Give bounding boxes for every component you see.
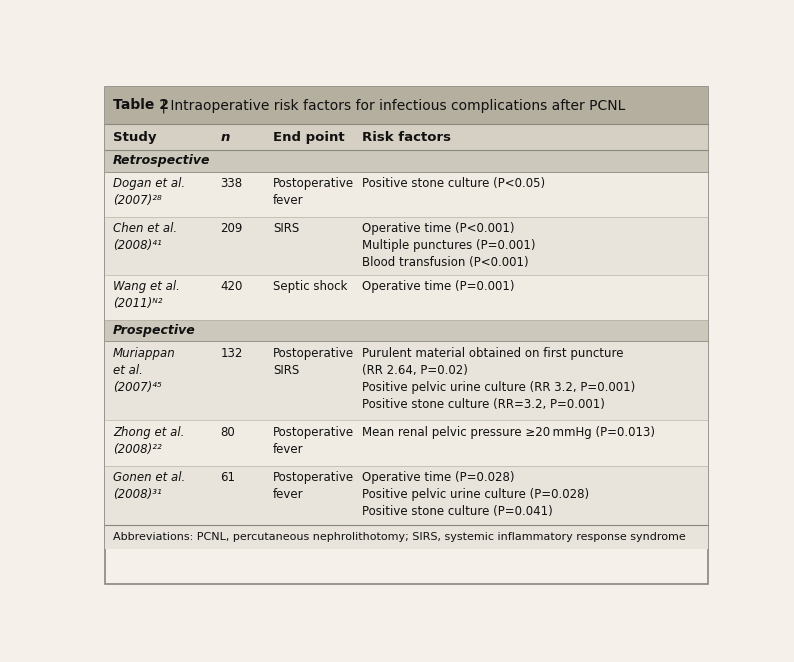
Text: SIRS: SIRS <box>273 222 299 234</box>
Text: Dogan et al.
(2007)²⁸: Dogan et al. (2007)²⁸ <box>113 177 185 207</box>
Text: 80: 80 <box>221 426 235 438</box>
Text: Septic shock: Septic shock <box>273 280 347 293</box>
Text: Purulent material obtained on first puncture
(RR 2.64, P=0.02)
Positive pelvic u: Purulent material obtained on first punc… <box>362 346 635 410</box>
Text: Abbreviations: PCNL, percutaneous nephrolithotomy; SIRS, systemic inflammatory r: Abbreviations: PCNL, percutaneous nephro… <box>113 532 685 542</box>
Text: Chen et al.
(2008)⁴¹: Chen et al. (2008)⁴¹ <box>113 222 177 252</box>
Text: | Intraoperative risk factors for infectious complications after PCNL: | Intraoperative risk factors for infect… <box>157 98 626 113</box>
Bar <box>106 171 708 216</box>
Text: Wang et al.
(2011)ᴺ²: Wang et al. (2011)ᴺ² <box>113 280 179 310</box>
Text: n: n <box>221 130 229 144</box>
Text: Operative time (P=0.001): Operative time (P=0.001) <box>362 280 515 293</box>
Text: Mean renal pelvic pressure ≥20 mmHg (P=0.013): Mean renal pelvic pressure ≥20 mmHg (P=0… <box>362 426 655 438</box>
Text: Operative time (P=0.028)
Positive pelvic urine culture (P=0.028)
Positive stone : Operative time (P=0.028) Positive pelvic… <box>362 471 589 518</box>
Text: Table 2: Table 2 <box>113 99 169 113</box>
Text: Gonen et al.
(2008)³¹: Gonen et al. (2008)³¹ <box>113 471 185 501</box>
Bar <box>106 466 708 525</box>
Bar <box>106 216 708 275</box>
Text: Study: Study <box>113 130 156 144</box>
Text: End point: End point <box>273 130 345 144</box>
Text: Prospective: Prospective <box>113 324 195 337</box>
Bar <box>106 320 708 342</box>
Bar <box>106 275 708 320</box>
Bar <box>106 124 708 150</box>
Text: Postoperative
SIRS: Postoperative SIRS <box>273 346 354 377</box>
Bar <box>106 420 708 466</box>
Text: Retrospective: Retrospective <box>113 154 210 167</box>
Text: Postoperative
fever: Postoperative fever <box>273 177 354 207</box>
Bar <box>106 87 708 124</box>
Text: Positive stone culture (P<0.05): Positive stone culture (P<0.05) <box>362 177 545 190</box>
Text: Postoperative
fever: Postoperative fever <box>273 471 354 501</box>
Text: Muriappan
et al.
(2007)⁴⁵: Muriappan et al. (2007)⁴⁵ <box>113 346 175 393</box>
Text: 338: 338 <box>221 177 243 190</box>
Text: 61: 61 <box>221 471 236 485</box>
Text: Risk factors: Risk factors <box>362 130 451 144</box>
Bar <box>106 342 708 420</box>
Bar <box>106 150 708 171</box>
Text: Operative time (P<0.001)
Multiple punctures (P=0.001)
Blood transfusion (P<0.001: Operative time (P<0.001) Multiple punctu… <box>362 222 535 269</box>
Text: 209: 209 <box>221 222 243 234</box>
Text: 420: 420 <box>221 280 243 293</box>
Text: 132: 132 <box>221 346 243 359</box>
Bar <box>106 525 708 549</box>
Text: Zhong et al.
(2008)²²: Zhong et al. (2008)²² <box>113 426 184 455</box>
Text: Postoperative
fever: Postoperative fever <box>273 426 354 455</box>
